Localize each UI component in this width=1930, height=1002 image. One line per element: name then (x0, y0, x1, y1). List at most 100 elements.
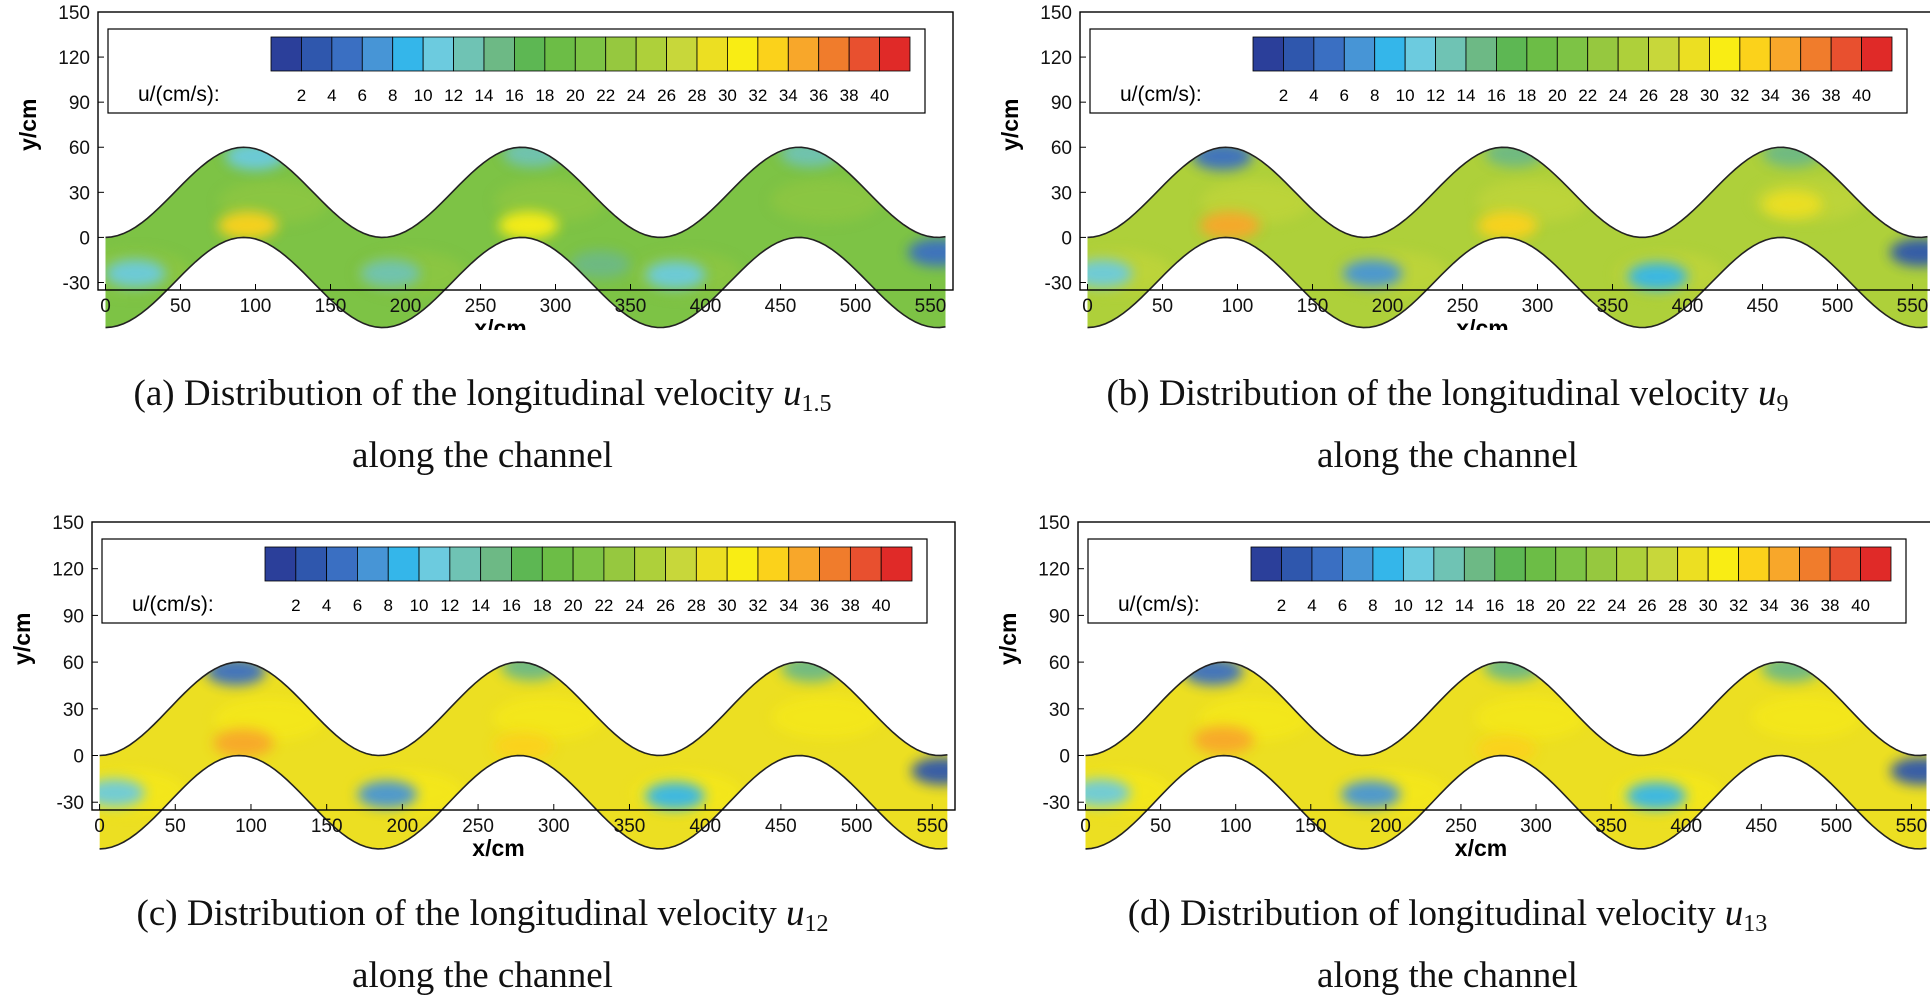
caption-b-text: (b) Distribution of the longitudinal vel… (1106, 373, 1758, 414)
colorbar-swatch-c (419, 547, 450, 581)
colorbar-swatch-c (604, 547, 635, 581)
colorbar-tick-c: 30 (718, 596, 737, 615)
colorbar-tick-d: 40 (1851, 596, 1870, 615)
colorbar-swatch-d (1769, 547, 1799, 581)
x-tick-label-a: 150 (315, 296, 347, 317)
velocity-contour-b-3 (1478, 211, 1538, 239)
colorbar-swatch-d (1617, 547, 1647, 581)
y-tick-label-b: 30 (1051, 183, 1072, 204)
colorbar-swatch-c (573, 547, 604, 581)
colorbar-swatch-d (1647, 547, 1677, 581)
colorbar-swatch-b (1649, 37, 1679, 71)
colorbar-tick-a: 26 (657, 86, 676, 105)
velocity-contour-b-7 (1485, 139, 1545, 167)
colorbar-swatch-a (454, 37, 484, 71)
colorbar-swatch-b (1770, 37, 1800, 71)
colorbar-tick-d: 28 (1668, 596, 1687, 615)
colorbar-tick-c: 18 (533, 596, 552, 615)
colorbar-swatch-d (1830, 547, 1860, 581)
colorbar-tick-b: 12 (1426, 86, 1445, 105)
velocity-contour-d-1 (1614, 703, 1674, 731)
colorbar-tick-b: 28 (1670, 86, 1689, 105)
colorbar-tick-a: 10 (414, 86, 433, 105)
colorbar-tick-d: 12 (1424, 596, 1443, 615)
x-tick-label-d: 150 (1295, 816, 1327, 837)
y-tick-label-a: 0 (79, 228, 90, 249)
colorbar-tick-b: 8 (1370, 86, 1379, 105)
velocity-field-b (1063, 139, 1930, 327)
colorbar-swatch-a (788, 37, 818, 71)
colorbar-tick-a: 38 (840, 86, 859, 105)
x-tick-label-c: 50 (165, 816, 186, 837)
y-axis-label-b: y/cm (997, 98, 1023, 150)
colorbar-tick-c: 40 (872, 596, 891, 615)
x-tick-label-a: 100 (240, 296, 272, 317)
x-tick-label-a: 450 (765, 296, 797, 317)
velocity-field-d (1061, 653, 1930, 849)
velocity-contour-b-2 (1200, 211, 1260, 239)
colorbar-swatch-d (1464, 547, 1494, 581)
velocity-contour-a-8 (106, 259, 166, 287)
x-tick-label-b: 350 (1597, 296, 1629, 317)
x-tick-label-b: 200 (1372, 296, 1404, 317)
colorbar-swatch-c (881, 547, 912, 581)
x-tick-label-b: 50 (1152, 296, 1173, 317)
colorbar-tick-b: 4 (1309, 86, 1318, 105)
colorbar-swatch-d (1739, 547, 1769, 581)
colorbar-tick-a: 40 (870, 86, 889, 105)
colorbar-swatch-a (423, 37, 453, 71)
x-tick-label-d: 200 (1370, 816, 1402, 837)
colorbar-tick-b: 34 (1761, 86, 1780, 105)
colorbar-tick-b: 2 (1279, 86, 1288, 105)
velocity-contour-c-1 (637, 703, 697, 731)
colorbar-tick-a: 20 (566, 86, 585, 105)
y-tick-label-b: 150 (1040, 3, 1072, 24)
velocity-band-a (771, 178, 881, 222)
velocity-contour-b-6 (1193, 142, 1253, 170)
y-tick-label-a: 120 (58, 48, 90, 69)
caption-a: (a) Distribution of the longitudinal vel… (0, 368, 965, 482)
velocity-contour-c-10 (645, 782, 705, 810)
x-tick-label-c: 400 (689, 816, 721, 837)
colorbar-tick-d: 30 (1699, 596, 1718, 615)
colorbar-tick-c: 26 (656, 596, 675, 615)
colorbar-tick-c: 36 (810, 596, 829, 615)
colorbar-swatch-a (727, 37, 757, 71)
colorbar-tick-b: 20 (1548, 86, 1567, 105)
colorbar-swatch-d (1678, 547, 1708, 581)
y-tick-label-a: 150 (58, 3, 90, 24)
velocity-contour-b-4 (1875, 187, 1930, 215)
x-axis-label-d: x/cm (1455, 835, 1507, 860)
y-tick-label-d: 0 (1059, 747, 1070, 768)
colorbar-swatch-b (1466, 37, 1496, 71)
y-tick-label-a: -30 (63, 273, 90, 294)
caption-c: (c) Distribution of the longitudinal vel… (0, 888, 965, 1002)
y-axis-label-d: y/cm (995, 613, 1021, 665)
y-tick-label-c: 30 (63, 700, 84, 721)
colorbar-tick-d: 24 (1607, 596, 1626, 615)
velocity-contour-a-2 (499, 211, 559, 239)
x-tick-label-a: 300 (540, 296, 572, 317)
x-tick-label-d: 350 (1595, 816, 1627, 837)
velocity-contour-c-2 (213, 729, 273, 757)
colorbar-tick-d: 4 (1307, 596, 1316, 615)
colorbar-swatch-d (1525, 547, 1555, 581)
x-axis-label-b: x/cm (1456, 315, 1508, 330)
colorbar-swatch-a (362, 37, 392, 71)
colorbar-swatch-a (332, 37, 362, 71)
colorbar-tick-c: 6 (353, 596, 362, 615)
colorbar-tick-d: 6 (1338, 596, 1347, 615)
velocity-field-c (75, 653, 965, 849)
x-tick-label-a: 0 (100, 296, 111, 317)
colorbar-swatch-c (635, 547, 666, 581)
x-tick-label-c: 500 (841, 816, 873, 837)
colorbar-swatch-c (327, 547, 358, 581)
x-tick-label-b: 0 (1082, 296, 1093, 317)
colorbar-tick-d: 16 (1485, 596, 1504, 615)
colorbar-tick-c: 28 (687, 596, 706, 615)
colorbar-swatch-a (758, 37, 788, 71)
colorbar-label-b: u/(cm/s): (1120, 83, 1202, 106)
colorbar-tick-b: 30 (1700, 86, 1719, 105)
